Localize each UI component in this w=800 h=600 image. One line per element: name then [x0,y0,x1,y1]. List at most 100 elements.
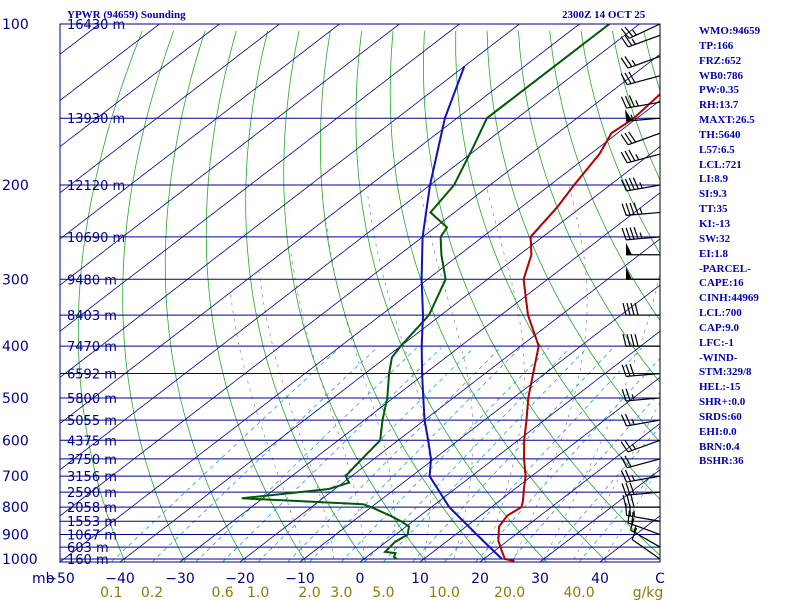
height-label: 7470 m [67,340,117,355]
wind-barb-half-flag [631,418,635,425]
wind-barb-flag [620,470,628,483]
mixing-ratio-line [412,347,614,562]
wind-barb [620,71,661,86]
wind-barb-flag [621,483,627,496]
isotherm-line [60,53,660,517]
index-row: SW:32 [699,232,731,245]
mixing-ratio-line [542,426,660,562]
station-title: YPWR (94659) Sounding [67,9,186,21]
wind-barb-flag [621,227,627,241]
mixing-ratio-label: 10.0 [429,585,460,600]
temperature-tick-label: 0 [356,571,365,587]
index-row: TT:35 [699,203,728,216]
wind-barb-pennant [626,267,632,280]
pressure-tick-label: 900 [2,528,29,544]
wind-barb-pennant [625,109,633,122]
wind-barb-flag [620,28,630,39]
index-row: SI:9.3 [699,188,727,201]
wind-barb-half-flag [631,474,635,481]
wind-barb-flag [624,95,632,108]
temperature-tick-label: −20 [225,571,255,587]
mixing-ratio-line [364,347,571,562]
height-label: 4375 m [67,434,117,449]
dry-adiabat [319,30,487,562]
wind-barb [626,242,660,256]
wind-barb-flag [620,456,628,468]
mixing-ratio-line [111,347,340,562]
wind-barb-staff [628,23,661,39]
temperature-tick-label: −40 [105,571,135,587]
wind-barb-half-flag [633,525,637,533]
mixing-ratio-line [509,391,660,562]
wind-barb-flag [630,333,635,347]
dry-adiabat [580,30,660,255]
wind-barb-flag [624,72,632,84]
mixing-ratio-label: 20.0 [494,585,525,600]
wind-barb [622,302,660,316]
wind-barb-flag [633,202,639,215]
temperature-tick-label: 30 [531,571,549,587]
wind-barb-flag [620,414,628,427]
temperature-line [497,92,660,562]
wind-barb-half-flag [635,154,640,161]
index-row: FRZ:652 [699,54,742,67]
wind-barb-flag [628,71,636,83]
wind-barb-flag [620,73,628,85]
wind-barb-flag [625,227,631,240]
height-label: 5800 m [67,392,117,407]
dry-adiabat [355,30,547,562]
wind-barb-staff [627,458,661,469]
mixing-ratio-label: 0.1 [100,585,122,600]
isotherm-line [419,376,660,562]
wind-barb [620,455,661,469]
wind-barb-flag [624,35,633,46]
mixing-ratio-label: 1.0 [247,585,269,600]
dry-adiabat [245,30,367,562]
wind-barb-flag [629,202,635,215]
moist-adiabat [483,185,525,560]
height-label: 3156 m [67,470,117,485]
dry-adiabat [122,30,186,562]
index-row: CAP:9.0 [699,321,740,334]
wind-barb-flag [630,495,635,508]
height-label: 12120 m [67,179,125,194]
wind-barb-staff [626,397,661,402]
height-label: 8403 m [67,309,117,324]
index-row: LCL:721 [699,158,742,171]
wind-barb-flag [633,226,639,240]
wind-barb-flag [621,203,627,216]
index-row: PW:0.35 [699,84,740,97]
dry-adiabat [518,30,660,384]
height-label: 1067 m [67,529,117,544]
mixing-ratio-label: 5.0 [372,585,394,600]
isotherm-line [60,24,520,378]
wind-barb-staff [626,184,661,192]
index-row: SRDS:60 [699,410,742,423]
wind-barb-flag [624,439,633,451]
mixing-ratio-label: 40.0 [563,585,594,600]
wind-barb-staff [627,439,661,453]
sounding-time: 2300Z 14 OCT 25 [562,9,646,21]
moist-adiabat [290,250,365,559]
wind-barb [622,495,660,508]
index-row: WB0:786 [699,69,743,82]
temperature-tick-label: −10 [285,571,315,587]
height-label: 160 m [67,553,109,568]
wind-barb-flag [620,151,628,164]
wind-barb-flag [620,441,629,453]
wind-barb-staff [626,236,661,241]
wind-barb-half-flag [630,114,634,121]
index-row: LFC:-1 [699,336,734,349]
mixing-ratio-line [341,347,550,562]
wind-barb [621,482,661,496]
wind-barb-flag [634,302,639,316]
dewpoint-line [241,24,611,560]
wind-barb-half-flag [631,394,635,401]
wind-barb [620,149,661,164]
wind-barb-staff [626,372,661,378]
wind-barb [620,95,661,109]
index-row: BSHR:36 [699,455,744,468]
index-row: EI:1.8 [699,247,729,260]
index-row: TP:166 [699,39,734,52]
